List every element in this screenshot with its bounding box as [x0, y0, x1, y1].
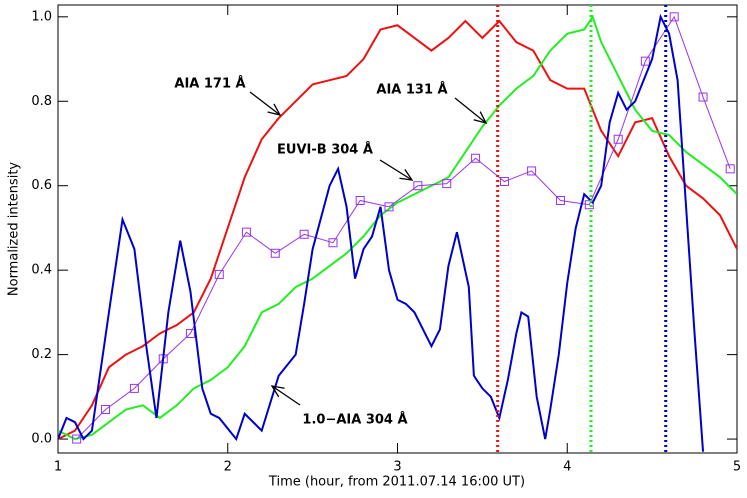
marker: [101, 405, 111, 415]
line-series: [76, 15, 731, 440]
annotation-arrow: [379, 159, 412, 180]
marker: [72, 434, 82, 444]
marker: [442, 179, 452, 189]
line-series: [58, 19, 737, 440]
marker: [555, 195, 565, 205]
line-series: [58, 14, 737, 441]
y-tick-label: 0.0: [31, 432, 52, 447]
annotation: 1.0−AIA 304 Å: [302, 412, 407, 428]
x-axis-label: Time (hour, from 2011.07.14 16:00 UT): [268, 475, 525, 490]
marker: [355, 195, 365, 205]
marker: [471, 153, 481, 163]
marker: [527, 166, 537, 176]
annotation: AIA 171 Å: [174, 76, 245, 92]
marker: [725, 164, 735, 174]
plot-area: [58, 12, 737, 452]
marker: [499, 176, 509, 186]
annotation: EUVI-B 304 Å: [277, 142, 373, 158]
y-tick-label: 0.2: [31, 347, 52, 362]
y-axis-label: Normalized intensity: [7, 162, 22, 297]
marker: [698, 92, 708, 102]
line-series: [58, 13, 705, 452]
marker: [328, 238, 338, 248]
marker: [640, 56, 650, 66]
marker: [669, 12, 679, 22]
annotation: AIA 131 Å: [376, 82, 447, 98]
annotation-arrow: [454, 97, 486, 123]
y-tick-label: 0.8: [31, 94, 52, 109]
marker: [185, 329, 195, 339]
x-tick-label: 1: [54, 460, 62, 475]
x-tick-label: 5: [733, 460, 741, 475]
marker: [129, 383, 139, 393]
marker: [384, 202, 394, 212]
marker: [214, 269, 224, 279]
marker: [299, 229, 309, 239]
marker: [413, 181, 423, 191]
x-tick-label: 4: [563, 460, 571, 475]
x-tick-label: 3: [393, 460, 401, 475]
marker: [613, 134, 623, 144]
marker: [241, 227, 251, 237]
x-tick-label: 2: [224, 460, 232, 475]
annotation-arrow: [249, 91, 280, 115]
y-tick-label: 0.6: [31, 178, 52, 193]
y-tick-label: 0.4: [31, 263, 52, 278]
marker: [584, 200, 594, 210]
annotation-arrow: [272, 386, 301, 406]
y-tick-label: 1.0: [31, 9, 52, 24]
marker: [270, 248, 280, 258]
